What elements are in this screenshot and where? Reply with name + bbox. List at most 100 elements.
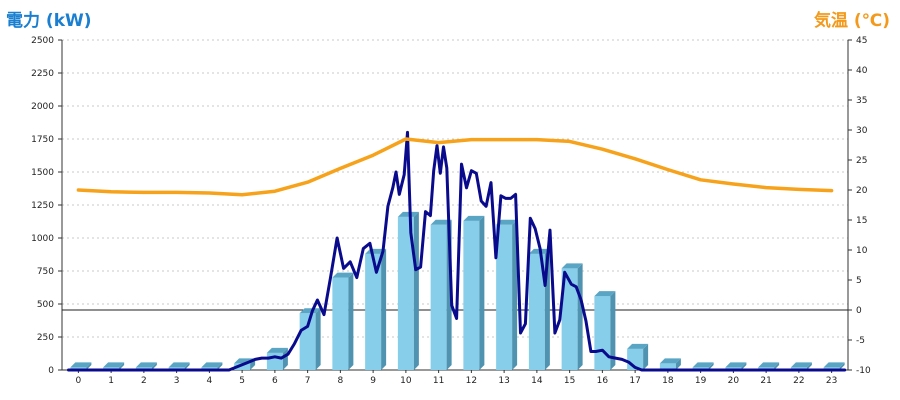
power-bar-side bbox=[708, 362, 714, 370]
right-tick-label: 5 bbox=[856, 276, 862, 286]
right-tick-label: 10 bbox=[856, 246, 868, 256]
power-bar-side bbox=[806, 362, 812, 370]
right-tick-label: 45 bbox=[856, 36, 867, 46]
left-tick-label: 1000 bbox=[31, 234, 54, 244]
power-bar bbox=[365, 253, 382, 370]
power-bar-top bbox=[135, 362, 157, 368]
power-bar-top bbox=[823, 362, 845, 368]
x-tick-label: 12 bbox=[466, 376, 477, 386]
power-bar-top bbox=[430, 219, 452, 225]
power-bar-top bbox=[692, 362, 714, 368]
power-demand-line bbox=[67, 130, 847, 372]
power-bar-top bbox=[758, 362, 780, 368]
power-bar-top bbox=[594, 291, 616, 297]
power-bar-side bbox=[610, 291, 616, 370]
x-tick-label: 0 bbox=[76, 376, 82, 386]
left-tick-label: 250 bbox=[37, 333, 54, 343]
left-tick-label: 0 bbox=[48, 366, 54, 376]
power-bar bbox=[496, 224, 513, 370]
left-tick-label: 2250 bbox=[31, 69, 54, 79]
right-tick-label: 20 bbox=[856, 186, 868, 196]
right-tick-label: 35 bbox=[856, 96, 867, 106]
power-bar-side bbox=[217, 362, 223, 370]
power-bar-side bbox=[512, 219, 518, 370]
power-bar-top bbox=[659, 358, 681, 364]
left-tick-label: 2000 bbox=[31, 102, 54, 112]
power-bar-top bbox=[561, 263, 583, 269]
right-tick-label: 25 bbox=[856, 156, 867, 166]
power-bar-side bbox=[479, 215, 485, 370]
power-bar-top bbox=[201, 362, 223, 368]
power-bar-side bbox=[774, 362, 780, 370]
x-tick-label: 2 bbox=[141, 376, 147, 386]
power-bar-top bbox=[168, 362, 190, 368]
x-tick-label: 1 bbox=[108, 376, 114, 386]
power-bar bbox=[332, 277, 349, 370]
power-bar-side bbox=[315, 308, 321, 370]
left-tick-label: 500 bbox=[37, 300, 54, 310]
x-tick-label: 21 bbox=[760, 376, 771, 386]
power-bar bbox=[463, 220, 480, 370]
left-tick-label: 1750 bbox=[31, 135, 54, 145]
power-bar bbox=[397, 216, 414, 370]
power-bar-side bbox=[643, 343, 649, 370]
power-bar-top bbox=[627, 343, 649, 349]
right-tick-label: 40 bbox=[856, 66, 868, 76]
power-bar-side bbox=[184, 362, 190, 370]
power-bar-side bbox=[839, 362, 845, 370]
power-bar-side bbox=[675, 358, 681, 370]
power-bar-top bbox=[397, 211, 419, 217]
x-tick-label: 16 bbox=[597, 376, 609, 386]
x-tick-label: 7 bbox=[305, 376, 311, 386]
x-tick-label: 14 bbox=[531, 376, 543, 386]
x-tick-label: 5 bbox=[239, 376, 245, 386]
power-bar-top bbox=[463, 215, 485, 221]
x-tick-label: 3 bbox=[174, 376, 180, 386]
x-tick-label: 6 bbox=[272, 376, 278, 386]
power-bar bbox=[234, 363, 251, 370]
left-tick-label: 2500 bbox=[31, 36, 54, 46]
x-tick-label: 20 bbox=[728, 376, 740, 386]
right-tick-label: 0 bbox=[856, 306, 862, 316]
left-tick-label: 750 bbox=[37, 267, 54, 277]
power-bar-side bbox=[151, 362, 157, 370]
x-tick-label: 23 bbox=[826, 376, 837, 386]
left-axis-title: 電力 (kW) bbox=[6, 11, 92, 31]
power-bar bbox=[659, 363, 676, 370]
power-bar-side bbox=[413, 211, 419, 370]
x-tick-label: 8 bbox=[338, 376, 344, 386]
power-bar-top bbox=[790, 362, 812, 368]
right-tick-label: -10 bbox=[856, 366, 871, 376]
x-tick-label: 11 bbox=[433, 376, 444, 386]
power-bar-top bbox=[725, 362, 747, 368]
power-bar-top bbox=[332, 272, 354, 278]
x-tick-label: 10 bbox=[400, 376, 412, 386]
right-axis-title: 気温 (℃) bbox=[813, 11, 890, 31]
power-bar-top bbox=[496, 219, 518, 225]
power-bar bbox=[430, 224, 447, 370]
left-tick-label: 1250 bbox=[31, 201, 54, 211]
right-tick-label: 30 bbox=[856, 126, 868, 136]
power-bar-top bbox=[299, 308, 321, 314]
power-bar-top bbox=[266, 347, 288, 353]
power-bar-side bbox=[741, 362, 747, 370]
power-bar-side bbox=[119, 362, 125, 370]
power-bar-top bbox=[70, 362, 92, 368]
right-tick-label: 15 bbox=[856, 216, 867, 226]
power-bar-top bbox=[103, 362, 125, 368]
left-tick-label: 1500 bbox=[31, 168, 54, 178]
x-tick-label: 15 bbox=[564, 376, 575, 386]
right-tick-label: -5 bbox=[856, 336, 865, 346]
x-tick-label: 4 bbox=[207, 376, 213, 386]
x-tick-label: 19 bbox=[695, 376, 707, 386]
power-bar bbox=[528, 253, 545, 370]
power-bar-side bbox=[381, 248, 387, 370]
power-bar-side bbox=[577, 263, 583, 370]
power-bar-side bbox=[86, 362, 92, 370]
x-tick-label: 22 bbox=[793, 376, 804, 386]
power-bar bbox=[594, 296, 611, 370]
x-tick-label: 17 bbox=[629, 376, 640, 386]
power-bar-side bbox=[348, 272, 354, 370]
x-tick-label: 9 bbox=[370, 376, 376, 386]
